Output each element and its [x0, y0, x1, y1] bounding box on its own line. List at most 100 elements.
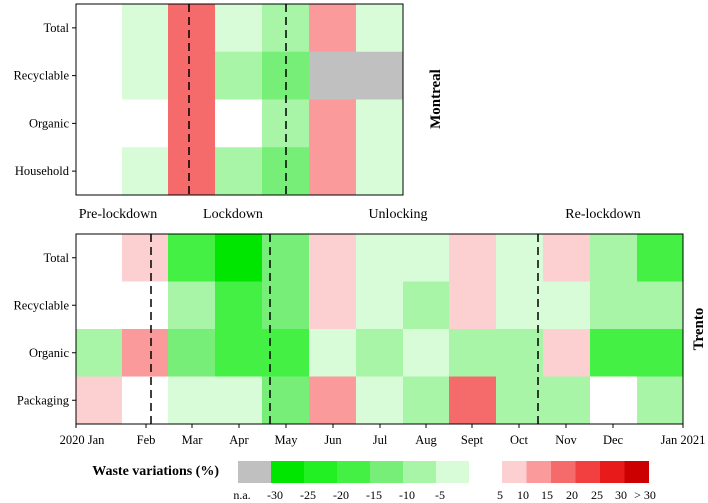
trento-cell [543, 234, 591, 282]
trento-cell [168, 376, 216, 425]
phase-pre-lockdown: Pre-lockdown [79, 207, 158, 222]
trento-cell [403, 376, 450, 425]
trento-cell [262, 376, 310, 425]
legend-swatch [370, 461, 403, 483]
legend-label: 5 [497, 488, 503, 502]
montreal-row-label: Household [15, 164, 70, 178]
legend-swatch [238, 461, 271, 483]
trento-row-label: Total [43, 251, 69, 265]
legend-label: 10 [517, 488, 529, 502]
montreal-cell [168, 147, 216, 196]
trento-cell [168, 329, 216, 377]
trento-cell [637, 234, 684, 282]
trento-cell [309, 234, 357, 282]
trento-cell [76, 376, 123, 425]
montreal-cell [122, 99, 169, 148]
trento-cell [403, 281, 450, 330]
legend-swatch [304, 461, 337, 483]
trento-cell [215, 281, 263, 330]
montreal-row-label: Organic [29, 116, 69, 130]
montreal-cell [168, 4, 216, 53]
montreal-row-labels: Total Recyclable Organic Household [13, 21, 76, 178]
trento-cell [76, 281, 123, 330]
trento-cell [76, 329, 123, 377]
legend-swatch [600, 461, 625, 483]
trento-cell [309, 281, 357, 330]
montreal-row-label: Total [43, 21, 69, 35]
trento-cell [356, 376, 404, 425]
x-axis-label: Jan 2021 [661, 433, 706, 447]
x-axis-label: 2020 Jan [60, 433, 106, 447]
trento-cell [76, 234, 123, 282]
trento-cell [215, 329, 263, 377]
legend-label: n.a. [233, 488, 250, 502]
legend-swatch [624, 461, 649, 483]
legend-swatch [469, 461, 502, 483]
montreal-cell [356, 99, 404, 148]
trento-cell [543, 376, 591, 425]
legend-title: Waste variations (%) [92, 464, 219, 479]
legend-swatch [403, 461, 436, 483]
trento-cell [449, 281, 497, 330]
trento-cell [449, 376, 497, 425]
x-axis-label: May [275, 433, 299, 447]
trento-cell [543, 329, 591, 377]
trento-cell [496, 329, 544, 377]
trento-cell [215, 376, 263, 425]
trento-cell [356, 281, 404, 330]
legend-label: -25 [300, 488, 316, 502]
trento-cell [403, 234, 450, 282]
trento-cell [356, 329, 404, 377]
legend-swatch [337, 461, 370, 483]
montreal-cell [309, 51, 357, 100]
trento-cell [215, 234, 263, 282]
trento-cell [403, 329, 450, 377]
montreal-panel-label: Montreal [428, 69, 444, 129]
x-axis-label: Dec [603, 433, 624, 447]
montreal-cell [76, 51, 123, 100]
montreal-cell [215, 51, 263, 100]
x-axis-label: Apr [229, 433, 249, 447]
legend-swatch [526, 461, 551, 483]
montreal-cell [215, 4, 263, 53]
legend-label: -15 [366, 488, 382, 502]
montreal-cell [309, 99, 357, 148]
trento-cell [122, 234, 169, 282]
trento-cell [637, 329, 684, 377]
trento-cell [590, 234, 638, 282]
x-axis-label: Jul [373, 433, 388, 447]
trento-cell [122, 329, 169, 377]
trento-cell [543, 281, 591, 330]
trento-cell [449, 234, 497, 282]
legend-label: > 30 [634, 488, 656, 502]
trento-row-label: Packaging [17, 393, 70, 407]
trento-cell [168, 234, 216, 282]
phase-unlocking: Unlocking [368, 207, 427, 222]
montreal-cell [122, 51, 169, 100]
trento-cell [122, 376, 169, 425]
trento-cell [449, 329, 497, 377]
trento-panel-label: Trento [691, 308, 707, 351]
x-axis-label: Feb [137, 433, 156, 447]
montreal-cell [76, 99, 123, 148]
legend-swatch [575, 461, 600, 483]
legend-swatch [271, 461, 304, 483]
x-axis-label: Nov [555, 433, 577, 447]
montreal-row-label: Recyclable [13, 69, 69, 83]
legend-label: -5 [435, 488, 445, 502]
montreal-cell [122, 4, 169, 53]
trento-cell [590, 281, 638, 330]
legend-swatch [436, 461, 469, 483]
montreal-cell [309, 4, 357, 53]
x-axis-label: Sept [461, 433, 484, 447]
montreal-cell [309, 147, 357, 196]
trento-row-label: Organic [29, 346, 69, 360]
montreal-cell [356, 51, 404, 100]
trento-axis-labels: Total Recyclable Organic Packaging 2020 Jan F… [13, 251, 705, 447]
montreal-frame [75, 3, 404, 196]
legend-label: -10 [399, 488, 415, 502]
montreal-cell [76, 4, 123, 53]
trento-cell [496, 281, 544, 330]
montreal-cell [215, 99, 263, 148]
legend-swatch [551, 461, 576, 483]
